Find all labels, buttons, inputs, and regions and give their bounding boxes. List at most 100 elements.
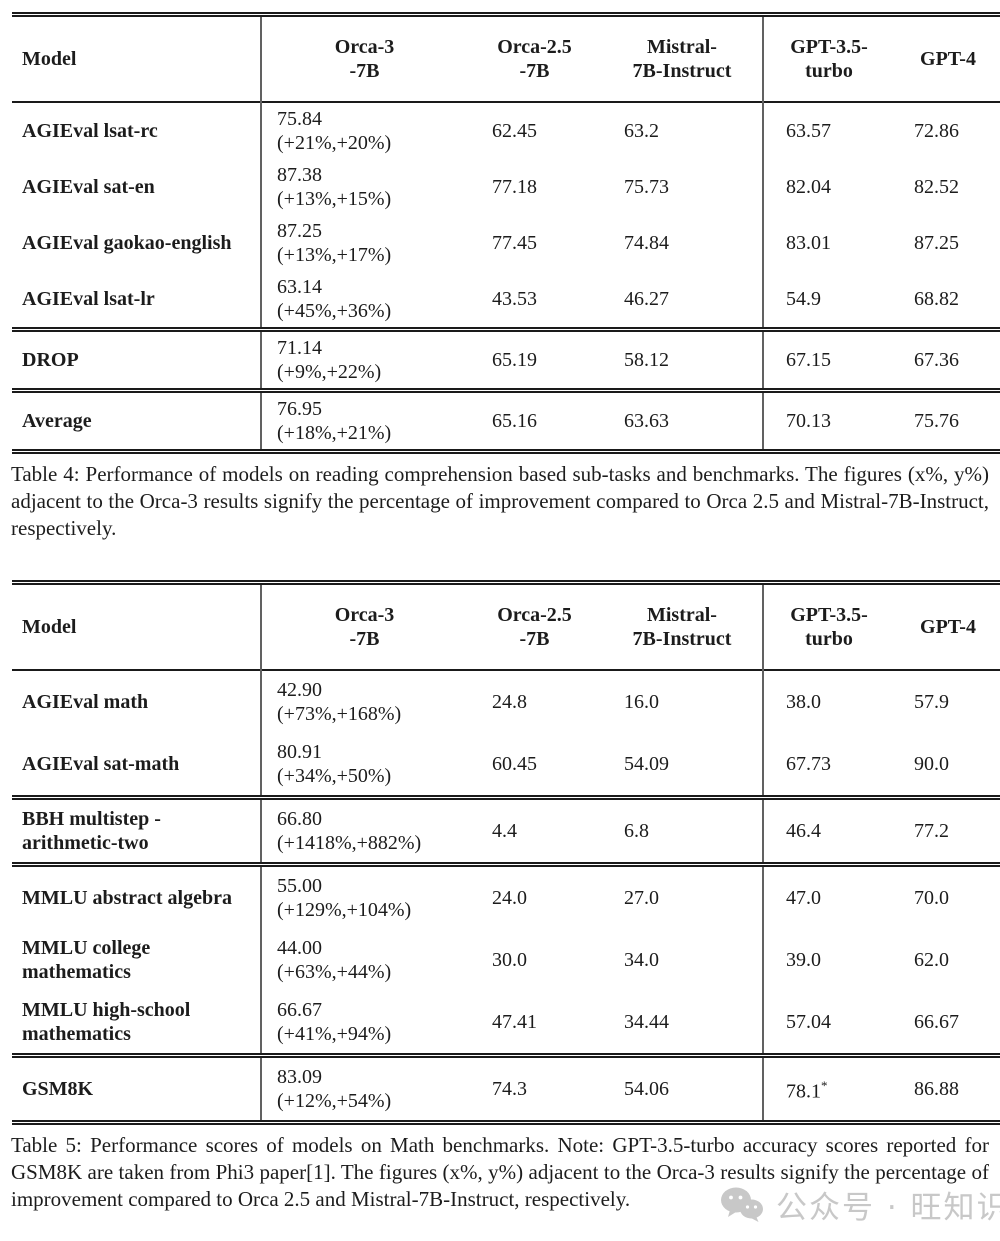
cell-score: 68.82: [914, 288, 959, 310]
table5-caption: Table 5: Performance scores of models on…: [11, 1133, 989, 1211]
cell-score: 90.0: [914, 753, 949, 775]
cell-score: 27.0: [624, 887, 659, 909]
cell-score: 60.45: [492, 753, 537, 775]
cell-model: GSM8K: [22, 1078, 94, 1100]
cell-score: 86.88: [914, 1078, 959, 1100]
cell-orca3: 76.95 (+18%,+21%): [260, 390, 467, 452]
orca3-improvement: (+12%,+54%): [277, 1090, 392, 1112]
cell-model: DROP: [22, 349, 79, 371]
table-row: MMLU college mathematics 44.00 (+63%,+44%)…: [12, 929, 1000, 991]
cell-score: 67.36: [914, 349, 959, 371]
cell-model: AGIEval lsat-rc: [22, 120, 158, 142]
cell-model: AGIEval lsat-lr: [22, 288, 155, 310]
cell-orca3: 83.09 (+12%,+54%): [260, 1055, 467, 1123]
cell-score: 65.16: [492, 410, 537, 432]
orca3-score: 76.95: [277, 398, 322, 420]
cell-orca3: 80.91 (+34%,+50%): [260, 733, 467, 798]
orca3-score: 75.84: [277, 108, 322, 130]
table-row: MMLU high-school mathematics 66.67 (+41%,+…: [12, 991, 1000, 1056]
header-model: Model: [22, 48, 77, 70]
cell-model: AGIEval math: [22, 691, 149, 713]
cell-score: 47.0: [762, 864, 894, 929]
header-line: GPT-4: [920, 616, 976, 638]
table-reading-comprehension: Model Orca-3 -7B Orca-2.5 -7B Mistral- 7B-Inst…: [12, 12, 1000, 454]
header-model: Model: [22, 616, 77, 638]
cell-model: MMLU abstract algebra: [22, 887, 232, 909]
cell-score: 24.0: [492, 887, 527, 909]
cell-score: 58.12: [624, 349, 669, 371]
table-header: Model Orca-3 -7B Orca-2.5 -7B Mistral- 7B-Inst…: [12, 14, 1000, 103]
cell-orca3: 42.90 (+73%,+168%): [260, 670, 467, 733]
header-gpt-4: GPT-4: [894, 15, 1000, 103]
cell-score: 62.45: [492, 120, 537, 142]
orca3-improvement: (+34%,+50%): [277, 765, 392, 787]
section-0: AGIEval lsat-rc 75.84 (+21%,+20%) 62.45 63.2…: [12, 102, 1000, 330]
cell-score: 54.09: [624, 753, 669, 775]
orca3-improvement: (+13%,+15%): [277, 188, 392, 210]
cell-score: 74.3: [492, 1078, 527, 1100]
orca3-improvement: (+13%,+17%): [277, 244, 392, 266]
cell-score: 54.9: [762, 271, 894, 330]
cell-orca3: 55.00 (+129%,+104%): [260, 864, 467, 929]
cell-score: 24.8: [492, 691, 527, 713]
header-orca-2-5-7b: Orca-2.5 -7B: [467, 583, 602, 671]
header-row: Model Orca-3 -7B Orca-2.5 -7B Mistral- 7B-Inst…: [12, 14, 1000, 103]
header-line: -7B: [349, 60, 380, 82]
orca3-score: 80.91: [277, 741, 322, 763]
table-row: AGIEval gaokao-english 87.25 (+13%,+17%) 77…: [12, 215, 1000, 271]
header-line: Orca-3: [334, 36, 395, 58]
cell-score: 47.41: [492, 1011, 537, 1033]
cell-score: 54.06: [624, 1078, 669, 1100]
cell-orca3: 87.38 (+13%,+15%): [260, 159, 467, 215]
orca3-improvement: (+9%,+22%): [277, 361, 382, 383]
section-2: Average 76.95 (+18%,+21%) 65.16 63.63 70.13 75…: [12, 390, 1000, 452]
cell-orca3: 63.14 (+45%,+36%): [260, 271, 467, 330]
cell-score: 66.67: [914, 1011, 959, 1033]
cell-score: 16.0: [624, 691, 659, 713]
cell-score: 82.52: [914, 176, 959, 198]
header-line: 7B-Instruct: [632, 628, 732, 650]
header-line: GPT-3.5-: [790, 604, 868, 626]
section-1: BBH multistep -arithmetic-two 66.80 (+1418…: [12, 797, 1000, 865]
orca3-improvement: (+41%,+94%): [277, 1023, 392, 1045]
table-row: DROP 71.14 (+9%,+22%) 65.19 58.12 67.15 67.36: [12, 329, 1000, 391]
header-gpt-3-5-turbo: GPT-3.5- turbo: [762, 582, 894, 670]
cell-model: AGIEval gaokao-english: [22, 232, 232, 254]
page: { "page": { "background": "#ffffff", "te…: [0, 12, 1000, 1241]
cell-model: BBH multistep -arithmetic-two: [22, 808, 161, 854]
table-row: AGIEval lsat-rc 75.84 (+21%,+20%) 62.45 63.2…: [12, 102, 1000, 159]
cell-score: 63.57: [762, 102, 894, 159]
table-row: AGIEval lsat-lr 63.14 (+45%,+36%) 43.53 46.2…: [12, 271, 1000, 330]
cell-score: 77.18: [492, 176, 537, 198]
header-line: Mistral-: [647, 604, 717, 626]
orca3-score: 83.09: [277, 1066, 322, 1088]
header-line: GPT-4: [920, 48, 976, 70]
orca3-improvement: (+129%,+104%): [277, 899, 412, 921]
cell-score: 67.73: [762, 733, 894, 798]
orca3-improvement: (+73%,+168%): [277, 703, 402, 725]
header-orca-2-5-7b: Orca-2.5 -7B: [467, 15, 602, 103]
cell-model: MMLU college mathematics: [22, 937, 151, 983]
orca3-score: 42.90: [277, 679, 322, 701]
header-gpt-3-5-turbo: GPT-3.5- turbo: [762, 14, 894, 102]
cell-score: 62.0: [914, 949, 949, 971]
cell-score: 46.27: [624, 288, 669, 310]
table-row: AGIEval math 42.90 (+73%,+168%) 24.8 16.0 38.…: [12, 670, 1000, 733]
orca3-improvement: (+63%,+44%): [277, 961, 392, 983]
orca3-score: 44.00: [277, 937, 322, 959]
cell-score: 6.8: [624, 820, 649, 842]
footnote-asterisk: *: [821, 1078, 828, 1094]
orca3-improvement: (+1418%,+882%): [277, 832, 422, 854]
orca3-score: 87.38: [277, 164, 322, 186]
cell-orca3: 87.25 (+13%,+17%): [260, 215, 467, 271]
header-line: GPT-3.5-: [790, 36, 868, 58]
cell-score: 65.19: [492, 349, 537, 371]
paper-page: Model Orca-3 -7B Orca-2.5 -7B Mistral- 7B-Inst…: [0, 12, 1000, 1241]
cell-score: 74.84: [624, 232, 669, 254]
header-mistral-7b-instruct: Mistral- 7B-Instruct: [602, 583, 763, 671]
cell-score: 78.1*: [762, 1055, 894, 1123]
orca3-score: 55.00: [277, 875, 322, 897]
cell-score: 43.53: [492, 288, 537, 310]
orca3-score: 66.80: [277, 808, 322, 830]
section-0: AGIEval math 42.90 (+73%,+168%) 24.8 16.0 38.…: [12, 670, 1000, 798]
